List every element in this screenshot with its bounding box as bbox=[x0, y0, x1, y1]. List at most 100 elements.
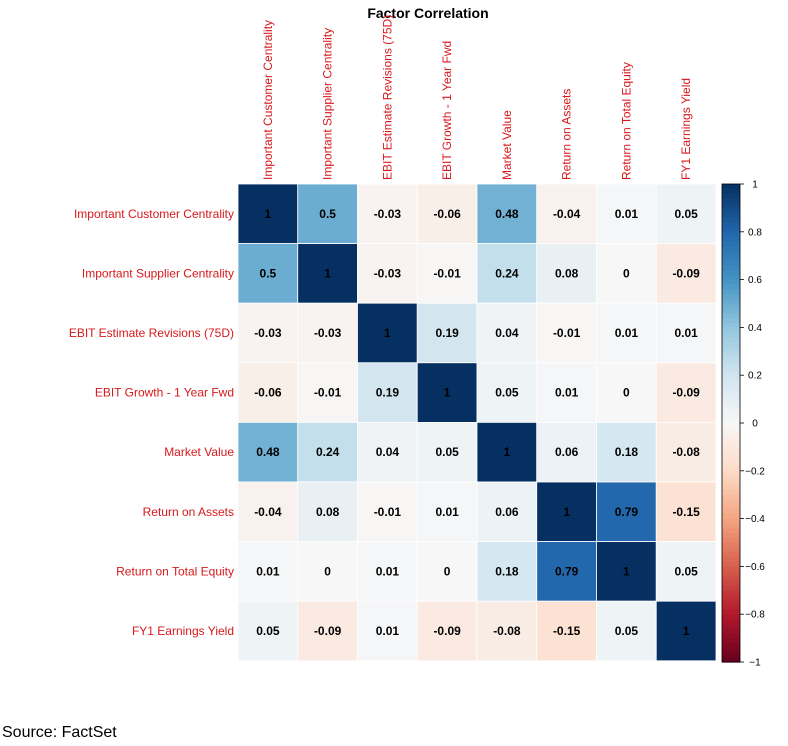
colorbar-tick-label-10: −0.8 bbox=[745, 610, 765, 621]
heatmap-value-r8-c4: -0.09 bbox=[433, 624, 461, 638]
colorbar-segment-4 bbox=[722, 198, 740, 204]
heatmap-value-r7-c5: 0.18 bbox=[495, 564, 519, 578]
heatmap-cell-r5-c3 bbox=[357, 421, 418, 483]
colorbar-segment-23 bbox=[722, 289, 740, 295]
heatmap-value-r7-c8: 0.05 bbox=[674, 564, 698, 578]
heatmap-value-r3-c1: -0.03 bbox=[254, 326, 282, 340]
heatmap-value-r3-c3: 1 bbox=[384, 326, 391, 340]
heatmap-value-r6-c1: -0.04 bbox=[254, 505, 282, 519]
colorbar-segment-74 bbox=[722, 532, 740, 539]
colorbar-tick-label-7: −0.2 bbox=[745, 466, 765, 477]
colorbar-segment-77 bbox=[722, 547, 740, 553]
column-label-3: EBIT Estimate Revisions (75D) bbox=[380, 15, 394, 180]
colorbar-segment-46 bbox=[722, 399, 740, 405]
heatmap-cell-r4-c3 bbox=[357, 362, 418, 423]
heatmap-value-r8-c5: -0.08 bbox=[493, 624, 521, 638]
heatmap-value-r2-c5: 0.24 bbox=[495, 266, 519, 280]
heatmap-value-r2-c7: 0 bbox=[623, 266, 630, 280]
heatmap-cell-r4-c1 bbox=[237, 362, 299, 423]
colorbar-segment-99 bbox=[722, 652, 740, 658]
colorbar-tick-label-6: 0 bbox=[752, 419, 758, 430]
heatmap-value-r1-c4: -0.06 bbox=[433, 207, 461, 221]
colorbar-segment-22 bbox=[722, 284, 740, 290]
colorbar-segment-68 bbox=[722, 504, 740, 510]
heatmap-value-r2-c6: 0.08 bbox=[555, 266, 579, 280]
heatmap-cell-r4-c5 bbox=[476, 362, 538, 423]
heatmap-value-r4-c4: 1 bbox=[444, 386, 451, 400]
heatmap-cell-r5-c7 bbox=[596, 421, 657, 483]
colorbar-segment-45 bbox=[722, 394, 740, 400]
column-label-6: Return on Assets bbox=[560, 89, 574, 180]
chart-title: Factor Correlation bbox=[367, 5, 488, 21]
colorbar-segment-39 bbox=[722, 365, 740, 372]
heatmap-value-r7-c3: 0.01 bbox=[376, 564, 400, 578]
colorbar-segment-12 bbox=[722, 236, 740, 242]
row-labels: Important Customer Centrality Important S… bbox=[69, 207, 234, 638]
heatmap-value-r5-c1: 0.48 bbox=[256, 445, 280, 459]
colorbar-segment-85 bbox=[722, 585, 740, 591]
heatmap-cell-r7-c2 bbox=[297, 541, 358, 602]
colorbar-segment-72 bbox=[722, 523, 740, 529]
colorbar-segment-1 bbox=[722, 184, 740, 190]
heatmap-cell-r6-c8 bbox=[655, 481, 717, 542]
heatmap-cell-r5-c2 bbox=[297, 421, 358, 483]
colorbar-segment-43 bbox=[722, 384, 740, 391]
colorbar-segment-47 bbox=[722, 403, 740, 410]
colorbar-segment-55 bbox=[722, 442, 740, 448]
heatmap-value-r8-c7: 0.05 bbox=[615, 624, 639, 638]
column-labels: Important Customer Centrality Important S… bbox=[261, 15, 693, 180]
heatmap-value-r5-c5: 1 bbox=[504, 445, 511, 459]
colorbar-segment-31 bbox=[722, 327, 740, 333]
colorbar-segment-67 bbox=[722, 499, 740, 505]
column-label-8: FY1 Earnings Yield bbox=[679, 78, 693, 180]
heatmap-cell-r2-c1 bbox=[237, 243, 299, 304]
colorbar-tick-label-4: 0.4 bbox=[748, 323, 762, 334]
row-label-1: Important Customer Centrality bbox=[74, 207, 234, 221]
colorbar-segment-96 bbox=[722, 638, 740, 644]
colorbar-segment-63 bbox=[722, 480, 740, 486]
colorbar-segment-86 bbox=[722, 590, 740, 596]
heatmap-cell-r7-c3 bbox=[357, 541, 418, 602]
colorbar-segment-20 bbox=[722, 274, 740, 281]
row-label-7: Return on Total Equity bbox=[116, 564, 234, 578]
colorbar-segment-60 bbox=[722, 466, 740, 472]
colorbar-segment-16 bbox=[722, 255, 740, 262]
heatmap-value-r2-c2: 1 bbox=[324, 266, 331, 280]
heatmap-cell-r1-c7 bbox=[596, 183, 657, 244]
colorbar-segment-6 bbox=[722, 207, 740, 214]
colorbar-segment-48 bbox=[722, 408, 740, 415]
colorbar-segment-7 bbox=[722, 212, 740, 219]
colorbar-segment-78 bbox=[722, 552, 740, 558]
heatmap-value-r3-c8: 0.01 bbox=[674, 326, 698, 340]
heatmap-cell-r2-c5 bbox=[476, 243, 538, 304]
heatmap-cell-r3-c6 bbox=[536, 302, 597, 364]
colorbar-segment-27 bbox=[722, 308, 740, 314]
heatmap-value-r1-c7: 0.01 bbox=[615, 207, 639, 221]
heatmap-cell-r6-c3 bbox=[357, 481, 418, 542]
heatmap-cell-r1-c6 bbox=[536, 183, 597, 244]
colorbar-segment-87 bbox=[722, 595, 740, 601]
heatmap-value-r7-c6: 0.79 bbox=[555, 564, 579, 578]
colorbar: 1 0.8 0.6 0.4 0.2 0 −0.2 −0.4 −0.6 −0.8 −1 bbox=[721, 180, 765, 669]
colorbar-segment-93 bbox=[722, 623, 740, 630]
colorbar-segment-94 bbox=[722, 628, 740, 634]
heatmap-value-r3-c6: -0.01 bbox=[553, 326, 581, 340]
colorbar-segment-54 bbox=[722, 437, 740, 443]
heatmap-value-r3-c4: 0.19 bbox=[435, 326, 459, 340]
colorbar-segment-21 bbox=[722, 279, 740, 285]
colorbar-segment-17 bbox=[722, 260, 740, 266]
colorbar-segment-32 bbox=[722, 332, 740, 338]
heatmap-value-r3-c2: -0.03 bbox=[314, 326, 342, 340]
colorbar-segment-37 bbox=[722, 356, 740, 362]
heatmap-cell-r8-c7 bbox=[596, 600, 657, 662]
colorbar-segment-65 bbox=[722, 489, 740, 496]
colorbar-segment-35 bbox=[722, 346, 740, 352]
colorbar-segment-57 bbox=[722, 451, 740, 458]
colorbar-segment-2 bbox=[722, 188, 740, 195]
heatmap-value-r8-c8: 1 bbox=[683, 624, 690, 638]
heatmap-cell-r8-c2 bbox=[297, 600, 358, 662]
row-label-6: Return on Assets bbox=[143, 505, 234, 519]
colorbar-segment-91 bbox=[722, 614, 740, 620]
heatmap-value-r7-c1: 0.01 bbox=[256, 564, 280, 578]
colorbar-segment-8 bbox=[722, 217, 740, 223]
